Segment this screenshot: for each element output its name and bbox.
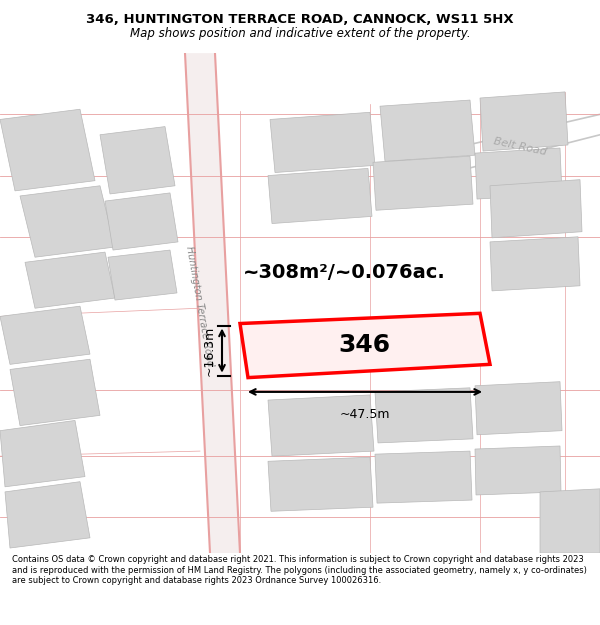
Polygon shape: [108, 250, 177, 300]
Text: Map shows position and indicative extent of the property.: Map shows position and indicative extent…: [130, 27, 470, 40]
Polygon shape: [100, 127, 175, 194]
Polygon shape: [375, 388, 473, 443]
Polygon shape: [240, 313, 490, 378]
Polygon shape: [5, 482, 90, 548]
Polygon shape: [25, 252, 115, 308]
Polygon shape: [20, 186, 115, 258]
Polygon shape: [490, 179, 582, 238]
Text: Contains OS data © Crown copyright and database right 2021. This information is : Contains OS data © Crown copyright and d…: [12, 555, 587, 585]
Polygon shape: [475, 148, 562, 199]
Polygon shape: [540, 489, 600, 553]
Text: 346: 346: [338, 332, 391, 357]
Polygon shape: [475, 446, 561, 495]
Polygon shape: [10, 359, 100, 426]
Polygon shape: [0, 421, 85, 487]
Text: ~47.5m: ~47.5m: [340, 408, 390, 421]
Text: ~308m²/~0.076ac.: ~308m²/~0.076ac.: [243, 263, 446, 282]
Polygon shape: [0, 109, 95, 191]
Polygon shape: [105, 193, 178, 250]
Polygon shape: [185, 53, 240, 553]
Polygon shape: [373, 156, 473, 210]
Polygon shape: [268, 395, 374, 456]
Polygon shape: [480, 92, 568, 151]
Polygon shape: [380, 100, 475, 161]
Text: Huntington Terrace Road: Huntington Terrace Road: [184, 245, 215, 367]
Polygon shape: [0, 306, 90, 364]
Text: ~16.3m: ~16.3m: [203, 326, 216, 376]
Polygon shape: [475, 382, 562, 435]
Polygon shape: [268, 168, 372, 224]
Polygon shape: [490, 237, 580, 291]
Polygon shape: [270, 112, 375, 173]
Polygon shape: [375, 451, 472, 503]
Text: Belt Road: Belt Road: [493, 136, 547, 158]
Text: 346, HUNTINGTON TERRACE ROAD, CANNOCK, WS11 5HX: 346, HUNTINGTON TERRACE ROAD, CANNOCK, W…: [86, 13, 514, 26]
Polygon shape: [268, 458, 373, 511]
